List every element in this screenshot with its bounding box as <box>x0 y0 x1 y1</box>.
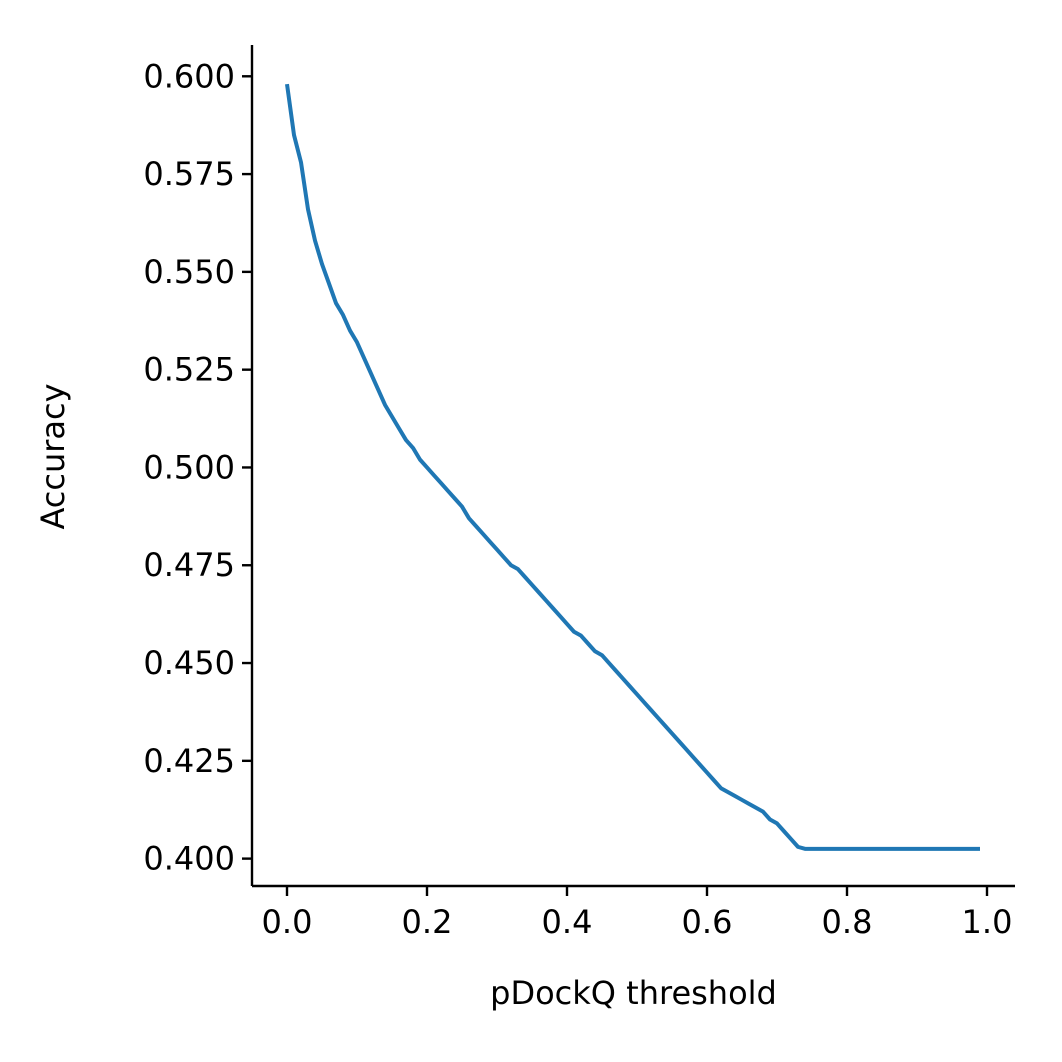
x-tick-label: 0.4 <box>542 903 593 941</box>
x-tick-label: 0.0 <box>262 903 313 941</box>
y-tick-label: 0.500 <box>143 448 235 486</box>
x-ticks: 0.0 0.2 0.4 0.6 0.8 1.0 <box>262 886 1013 941</box>
y-ticks: 0.400 0.425 0.450 0.475 0.500 0.525 0.550 0.575… <box>143 57 252 878</box>
y-tick-label: 0.525 <box>143 351 235 389</box>
x-tick-label: 0.2 <box>402 903 453 941</box>
series-line-0 <box>285 83 980 851</box>
y-tick-label: 0.450 <box>143 644 235 682</box>
y-tick-label: 0.550 <box>143 253 235 291</box>
y-tick-label: 0.400 <box>143 840 235 878</box>
y-axis-title: Accuracy <box>34 383 72 529</box>
axes-layer <box>250 45 1015 888</box>
y-tick-label: 0.475 <box>143 546 235 584</box>
x-tick-label: 1.0 <box>962 903 1013 941</box>
series-layer <box>285 83 980 851</box>
y-tick-label: 0.600 <box>143 57 235 95</box>
x-tick-label: 0.6 <box>682 903 733 941</box>
y-tick-label: 0.575 <box>143 155 235 193</box>
x-axis-title: pDockQ threshold <box>490 974 777 1012</box>
x-tick-label: 0.8 <box>822 903 873 941</box>
y-tick-label: 0.425 <box>143 742 235 780</box>
